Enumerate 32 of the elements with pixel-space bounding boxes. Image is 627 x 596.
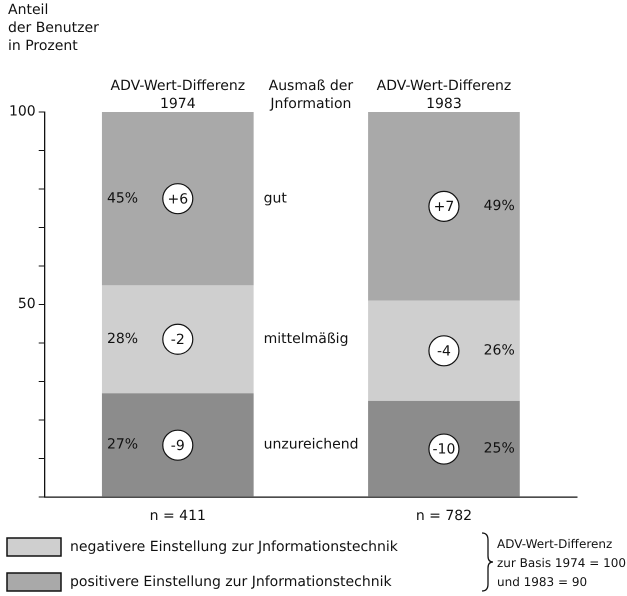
data-label: 45% xyxy=(106,190,138,206)
series-label: unzureichend xyxy=(264,436,359,453)
annotation: -2 xyxy=(170,332,185,348)
data-label: 25% xyxy=(484,440,515,456)
bar xyxy=(102,393,254,497)
bar xyxy=(368,400,520,497)
series-label: mittelmäßig xyxy=(264,330,348,347)
series-label: gut xyxy=(264,190,288,206)
annotation: -9 xyxy=(170,438,185,454)
bar xyxy=(102,285,254,394)
annotation: ADV-Wert-Differenz 1974 xyxy=(110,78,246,112)
y-axis-title: Anteil der Benutzer in Prozent xyxy=(8,2,100,54)
bar xyxy=(102,112,254,286)
annotation: ADV-Wert-Differenz 1983 xyxy=(376,78,512,112)
annotation: -10 xyxy=(432,442,456,458)
y-tick-label: 50 xyxy=(18,296,36,312)
data-label: 27% xyxy=(106,436,138,453)
data-label: 49% xyxy=(484,198,515,214)
data-label: 26% xyxy=(484,342,515,358)
bar xyxy=(368,112,520,301)
x-tick-label: n = 411 xyxy=(150,508,206,524)
text: negativere Einstellung zur Jnformationstechnik xyxy=(70,539,398,555)
text: positivere Einstellung zur Jnformationstechnik xyxy=(70,574,392,590)
text: ADV-Wert-Differenz zur Basis 1974 = 100 und 1983 = 90 xyxy=(497,536,626,591)
data-label: 28% xyxy=(106,330,138,347)
y-tick-label: 100 xyxy=(8,104,36,120)
annotation: -4 xyxy=(436,343,451,360)
annotation: Ausmaß der Jnformation xyxy=(268,78,354,112)
bar xyxy=(368,300,520,401)
annotation: +6 xyxy=(167,191,188,208)
x-tick-label: n = 782 xyxy=(416,508,472,524)
annotation: +7 xyxy=(434,199,454,216)
